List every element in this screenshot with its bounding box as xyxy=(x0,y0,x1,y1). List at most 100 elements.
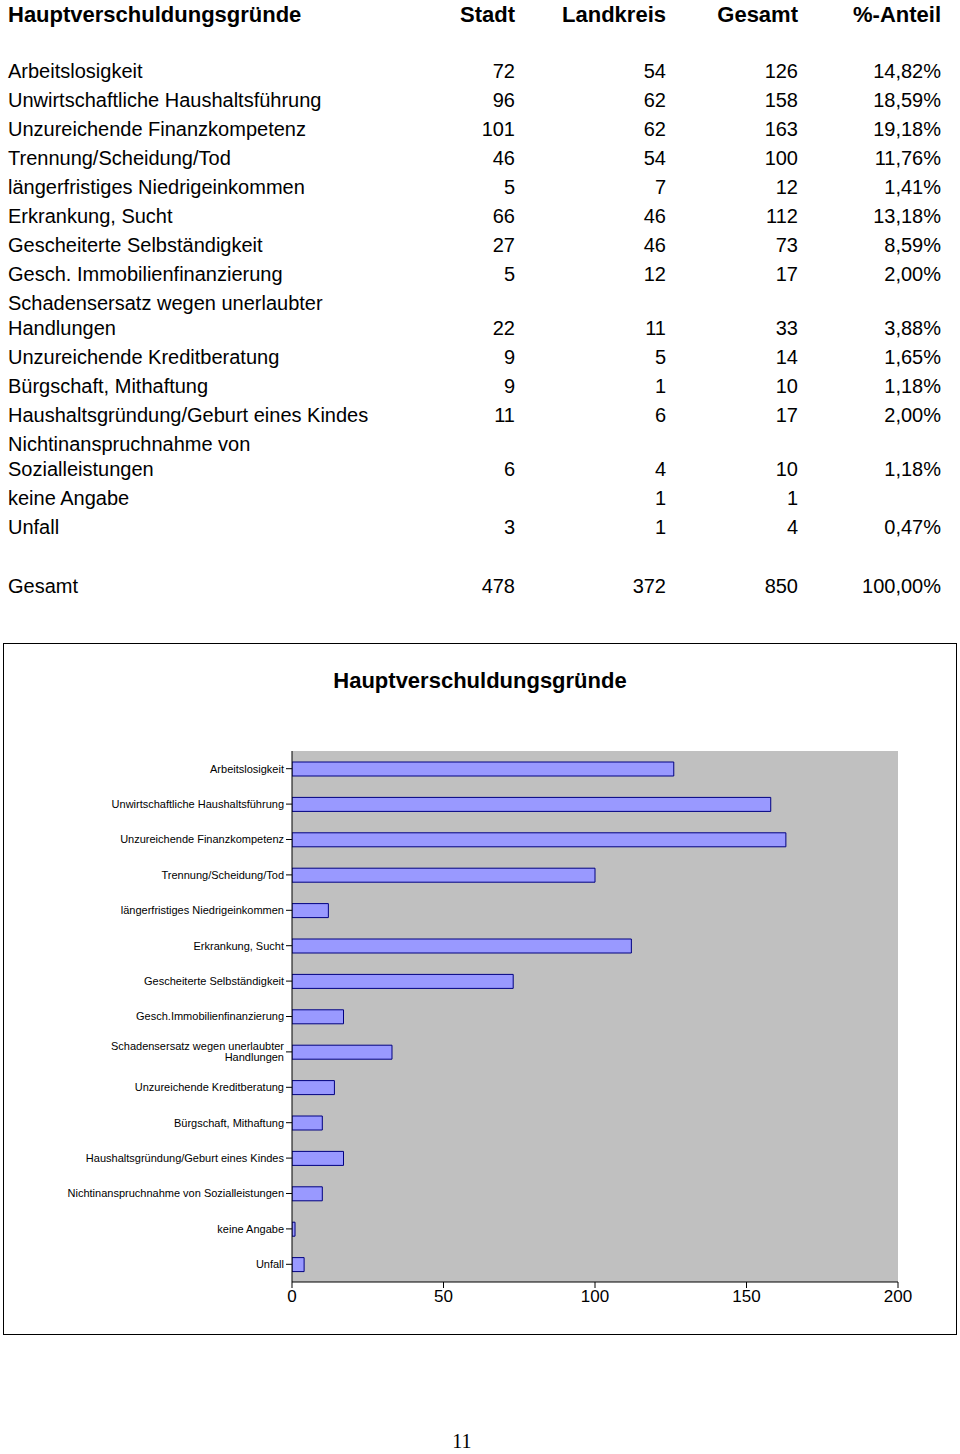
html-text:Unzureichende Kreditberatung: Unzureichende Kreditberatung xyxy=(8,346,280,368)
html-text:27: 27 xyxy=(492,234,515,256)
html-text:0,47%: 0,47% xyxy=(884,516,941,538)
svg-text:50: 50 xyxy=(434,1287,453,1306)
html-text:17: 17 xyxy=(775,404,798,426)
html-text:9: 9 xyxy=(503,375,515,397)
html-text:Hauptverschuldungsgründe: Hauptverschuldungsgründe xyxy=(333,668,627,693)
html-text:46: 46 xyxy=(492,147,515,169)
html-text:11: 11 xyxy=(645,317,666,339)
html-text:Gesamt: Gesamt xyxy=(8,575,78,597)
html-text:1,65%: 1,65% xyxy=(884,346,941,368)
html-text:126: 126 xyxy=(764,60,798,82)
html-text:6: 6 xyxy=(654,404,666,426)
svg-text:Unwirtschaftliche Haushaltsfüh: Unwirtschaftliche Haushaltsführung xyxy=(112,798,284,810)
html-text:Gescheiterte Selbständigkeit: Gescheiterte Selbständigkeit xyxy=(8,234,263,256)
html-text:112: 112 xyxy=(766,205,798,227)
html-text:66: 66 xyxy=(492,205,515,227)
svg-text:100: 100 xyxy=(581,1287,609,1306)
html-text:6: 6 xyxy=(503,458,515,480)
html-text:keine Angabe: keine Angabe xyxy=(8,487,130,509)
svg-text:Haushaltsgründung/Geburt eines: Haushaltsgründung/Geburt eines Kindes xyxy=(86,1152,285,1164)
html-text:Schadensersatz wegen unerlaubt: Schadensersatz wegen unerlaubter Handlun… xyxy=(8,292,323,339)
svg-text:Unfall: Unfall xyxy=(256,1258,284,1270)
svg-text:Gescheiterte Selbständigkeit: Gescheiterte Selbständigkeit xyxy=(144,975,284,987)
html-text:4: 4 xyxy=(654,458,666,480)
html-text:163: 163 xyxy=(764,118,798,140)
html-text:1,18%: 1,18% xyxy=(884,375,941,397)
html-text:11,76%: 11,76% xyxy=(874,147,941,169)
svg-text:Unzureichende Finanzkompetenz: Unzureichende Finanzkompetenz xyxy=(120,833,284,845)
html-text:Arbeitslosigkeit: Arbeitslosigkeit xyxy=(8,60,143,82)
html-text:101: 101 xyxy=(481,118,515,140)
html-text:10: 10 xyxy=(775,375,798,397)
html-text:13,18%: 13,18% xyxy=(873,205,941,227)
html-text:Nichtinanspruchnahme von Sozia: Nichtinanspruchnahme von Sozialleistunge… xyxy=(8,433,251,480)
html-text:Unfall: Unfall xyxy=(8,516,60,538)
html-text:478: 478 xyxy=(481,575,515,597)
html-text:Haushaltsgründung/Geburt eines: Haushaltsgründung/Geburt eines Kindes xyxy=(8,404,369,426)
html-text:62: 62 xyxy=(643,89,666,111)
svg-text:Arbeitslosigkeit: Arbeitslosigkeit xyxy=(210,763,284,775)
html-text:73: 73 xyxy=(775,234,798,256)
svg-text:Gesch.Immobilienfinanzierung: Gesch.Immobilienfinanzierung xyxy=(136,1010,284,1022)
html-text:Gesch. Immobilienfinanzierung: Gesch. Immobilienfinanzierung xyxy=(8,263,283,285)
html-text:54: 54 xyxy=(643,147,666,169)
html-text:5: 5 xyxy=(654,346,666,368)
html-text:2,00%: 2,00% xyxy=(884,263,941,285)
html-text:5: 5 xyxy=(503,176,515,198)
html-text:12: 12 xyxy=(643,263,666,285)
html-text:11: 11 xyxy=(452,1430,472,1452)
html-text:372: 372 xyxy=(632,575,666,597)
html-text:96: 96 xyxy=(492,89,515,111)
html-text:Trennung/Scheidung/Tod: Trennung/Scheidung/Tod xyxy=(8,147,231,169)
html-text:9: 9 xyxy=(503,346,515,368)
svg-text:längerfristiges Niedrigeinkomm: längerfristiges Niedrigeinkommen xyxy=(121,904,284,916)
svg-text:Schadensersatz wegen unerlaubt: Schadensersatz wegen unerlaubterHandlung… xyxy=(111,1040,284,1063)
html-text:%-Anteil: %-Anteil xyxy=(853,2,941,27)
html-text:158: 158 xyxy=(764,89,798,111)
html-text:Stadt: Stadt xyxy=(460,2,515,27)
html-text:46: 46 xyxy=(643,234,666,256)
html-text:10: 10 xyxy=(775,458,798,480)
html-text:72: 72 xyxy=(492,60,515,82)
html-text:12: 12 xyxy=(775,176,798,198)
svg-text:0: 0 xyxy=(287,1287,296,1306)
html-text:Bürgschaft, Mithaftung: Bürgschaft, Mithaftung xyxy=(8,375,209,397)
html-text:Hauptverschuldungsgründe: Hauptverschuldungsgründe xyxy=(8,2,302,27)
html-text:33: 33 xyxy=(775,317,798,339)
html-text:100,00%: 100,00% xyxy=(862,575,941,597)
html-text:Unwirtschaftliche Haushaltsfüh: Unwirtschaftliche Haushaltsführung xyxy=(8,89,322,111)
html-text:2,00%: 2,00% xyxy=(884,404,941,426)
html-text:46: 46 xyxy=(643,205,666,227)
svg-text:150: 150 xyxy=(732,1287,760,1306)
html-text:17: 17 xyxy=(775,263,798,285)
html-text:14,82%: 14,82% xyxy=(873,60,941,82)
html-text:7: 7 xyxy=(654,176,666,198)
html-text:1,41%: 1,41% xyxy=(884,176,941,198)
svg-text:Bürgschaft, Mithaftung: Bürgschaft, Mithaftung xyxy=(174,1117,284,1129)
html-text:19,18%: 19,18% xyxy=(873,118,941,140)
html-text:54: 54 xyxy=(643,60,666,82)
html-text:5: 5 xyxy=(503,263,515,285)
html-text:Unzureichende Finanzkompetenz: Unzureichende Finanzkompetenz xyxy=(8,118,306,140)
html-text:62: 62 xyxy=(643,118,666,140)
html-text:850: 850 xyxy=(764,575,798,597)
html-text:Gesamt: Gesamt xyxy=(717,2,798,27)
html-text:1,18%: 1,18% xyxy=(884,458,941,480)
html-text:11: 11 xyxy=(494,404,515,426)
svg-text:Unzureichende Kreditberatung: Unzureichende Kreditberatung xyxy=(135,1081,284,1093)
html-text:22: 22 xyxy=(492,317,515,339)
html-text:3,88%: 3,88% xyxy=(884,317,941,339)
html-text:Erkrankung, Sucht: Erkrankung, Sucht xyxy=(8,205,173,227)
html-text:14: 14 xyxy=(775,346,798,368)
svg-text:keine Angabe: keine Angabe xyxy=(217,1223,284,1235)
svg-text:Nichtinanspruchnahme von Sozia: Nichtinanspruchnahme von Sozialleistunge… xyxy=(68,1187,284,1199)
svg-text:Erkrankung, Sucht: Erkrankung, Sucht xyxy=(194,940,285,952)
html-text:8,59%: 8,59% xyxy=(884,234,941,256)
svg-text:Trennung/Scheidung/Tod: Trennung/Scheidung/Tod xyxy=(161,869,284,881)
html-text:längerfristiges Niedrigeinkomm: längerfristiges Niedrigeinkommen xyxy=(8,176,305,198)
html-text:Landkreis: Landkreis xyxy=(562,2,666,27)
html-text:18,59%: 18,59% xyxy=(873,89,941,111)
html-text:100: 100 xyxy=(764,147,798,169)
svg-text:200: 200 xyxy=(884,1287,912,1306)
html-text:1: 1 xyxy=(654,375,666,397)
